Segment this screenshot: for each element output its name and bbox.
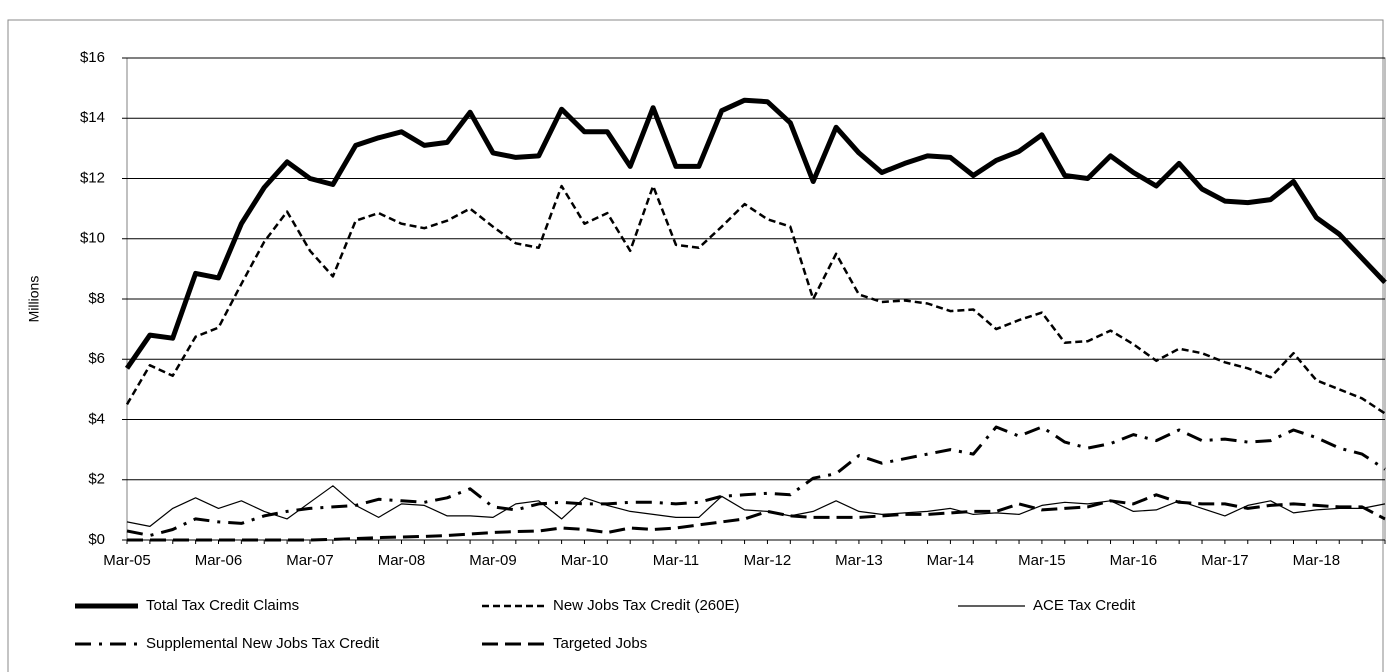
legend-label: ACE Tax Credit <box>1033 597 1136 614</box>
y-tick-label: $6 <box>88 350 105 367</box>
series-line <box>124 97 1387 370</box>
y-tick-label: $0 <box>88 531 105 548</box>
y-tick-label: $8 <box>88 290 105 307</box>
legend-label: New Jobs Tax Credit (260E) <box>553 597 739 614</box>
x-tick-label: Mar-16 <box>1110 552 1158 569</box>
y-tick-label: $14 <box>80 109 105 126</box>
series-line <box>127 493 1386 542</box>
y-axis-label: Millions <box>26 276 42 323</box>
x-tick-label: Mar-18 <box>1293 552 1341 569</box>
x-tick-label: Mar-17 <box>1201 552 1249 569</box>
series-line <box>125 184 1386 415</box>
y-tick-label: $10 <box>80 230 105 247</box>
x-tick-label: Mar-10 <box>561 552 609 569</box>
x-tick-label: Mar-11 <box>653 552 699 569</box>
y-tick-label: $4 <box>88 410 105 427</box>
x-tick-label: Mar-09 <box>469 552 517 569</box>
legend-label: Targeted Jobs <box>553 635 647 652</box>
legend-label: Total Tax Credit Claims <box>146 597 299 614</box>
series-line <box>126 425 1386 537</box>
x-tick-label: Mar-15 <box>1018 552 1066 569</box>
x-tick-label: Mar-08 <box>378 552 426 569</box>
x-tick-label: Mar-14 <box>927 552 975 569</box>
y-tick-label: $2 <box>88 471 105 488</box>
legend-label: Supplemental New Jobs Tax Credit <box>146 635 380 652</box>
x-tick-label: Mar-13 <box>835 552 883 569</box>
y-tick-label: $12 <box>80 169 105 186</box>
x-tick-label: Mar-06 <box>195 552 243 569</box>
x-tick-label: Mar-05 <box>103 552 151 569</box>
x-tick-label: Mar-07 <box>286 552 334 569</box>
y-tick-label: $16 <box>80 49 105 66</box>
chart-frame <box>7 19 1384 672</box>
x-tick-label: Mar-12 <box>744 552 792 569</box>
